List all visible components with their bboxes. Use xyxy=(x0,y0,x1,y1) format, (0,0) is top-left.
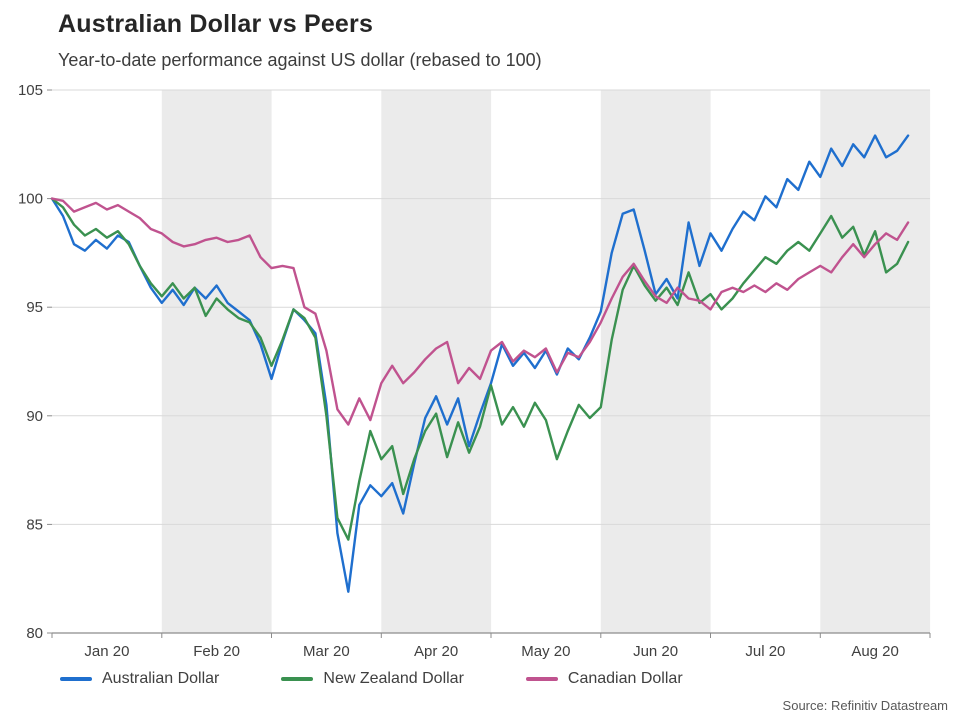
x-axis-label: Aug 20 xyxy=(851,643,899,660)
series-line-new-zealand-dollar xyxy=(50,197,910,541)
chart-title: Australian Dollar vs Peers xyxy=(58,10,374,38)
legend-swatch-new-zealand-dollar xyxy=(281,677,314,681)
legend-label-australian-dollar: Australian Dollar xyxy=(102,670,220,687)
series-line-canadian-dollar xyxy=(50,197,910,426)
month-band xyxy=(600,90,711,633)
x-axis-label: May 20 xyxy=(521,643,570,660)
source-attribution: Source: Refinitiv Datastream xyxy=(782,698,948,713)
y-axis-label: 85 xyxy=(26,516,43,533)
y-axis-label: 105 xyxy=(18,82,43,99)
x-axis-label: Jan 20 xyxy=(84,643,129,660)
x-axis-label: Jun 20 xyxy=(633,643,678,660)
y-axis-label: 95 xyxy=(26,299,43,316)
chart-legend: Australian Dollar New Zealand Dollar Can… xyxy=(60,670,683,688)
legend-swatch-australian-dollar xyxy=(60,677,92,681)
chart-subtitle: Year-to-date performance against US doll… xyxy=(58,50,542,70)
legend-label-new-zealand-dollar: New Zealand Dollar xyxy=(323,670,464,687)
month-band xyxy=(161,90,272,633)
x-axis-label: Apr 20 xyxy=(414,643,458,660)
y-axis-label: 90 xyxy=(26,408,43,425)
legend-item-australian-dollar: Australian Dollar xyxy=(60,670,219,688)
y-axis-label: 80 xyxy=(26,625,43,642)
legend-label-canadian-dollar: Canadian Dollar xyxy=(567,670,683,687)
month-band xyxy=(820,90,931,633)
legend-swatch-canadian-dollar xyxy=(525,677,558,681)
legend-item-new-zealand-dollar: New Zealand Dollar xyxy=(281,670,464,688)
y-axis-label: 100 xyxy=(18,191,43,208)
x-axis-label: Mar 20 xyxy=(303,643,350,660)
x-axis-label: Feb 20 xyxy=(193,643,240,660)
legend-item-canadian-dollar: Canadian Dollar xyxy=(525,670,683,688)
month-band xyxy=(381,90,492,633)
x-axis-label: Jul 20 xyxy=(745,643,785,660)
